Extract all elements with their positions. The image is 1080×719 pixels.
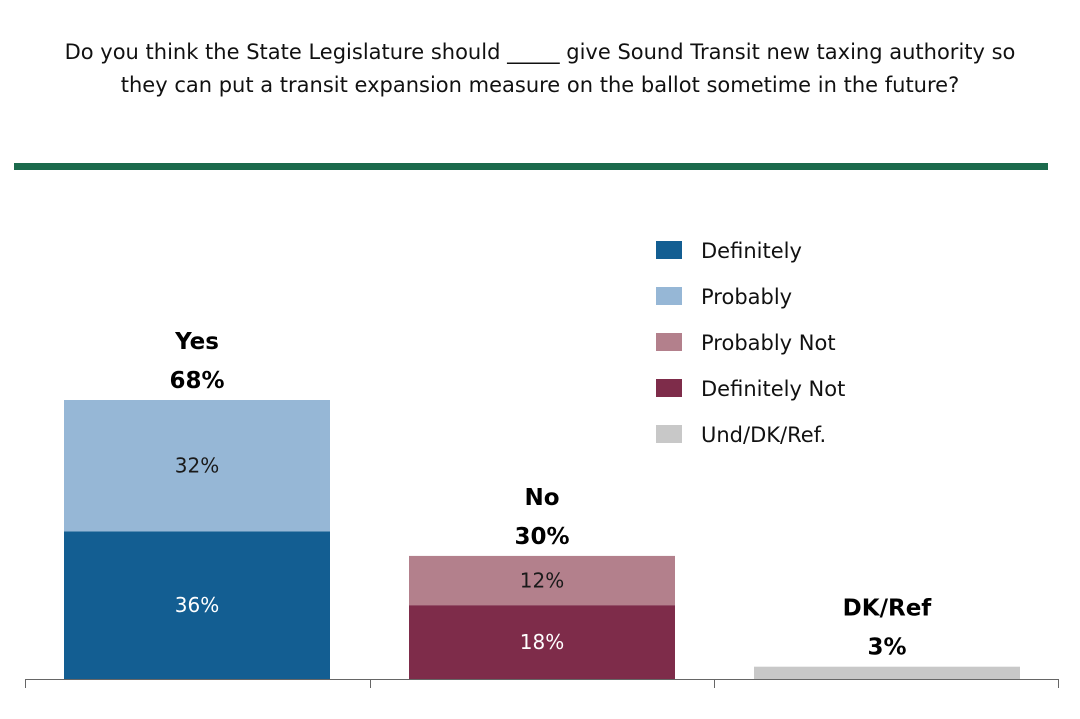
- legend-label-probably-not: Probably Not: [701, 331, 836, 355]
- legend-label-definitely: Definitely: [701, 239, 802, 263]
- bar-yes-definitely: [64, 531, 330, 679]
- data-label-yes-probably: 32%: [175, 454, 219, 478]
- legend: Definitely Probably Probably Not Definitely…: [656, 239, 845, 447]
- bar-yes-probably: [64, 400, 330, 532]
- legend-label-probably: Probably: [701, 285, 792, 309]
- category-label-yes: Yes: [174, 329, 219, 355]
- bar-no-definitely-not: [409, 605, 675, 679]
- total-label-no: 30%: [514, 524, 569, 550]
- chart-title: Do you think the State Legislature shoul…: [20, 36, 1060, 102]
- bar-dk-ref-und-dk-ref: [754, 666, 1020, 679]
- total-label-dk-ref: 3%: [867, 635, 906, 661]
- legend-swatch-probably: [656, 287, 682, 305]
- title-divider: [14, 163, 1048, 170]
- total-label-yes: 68%: [169, 368, 224, 394]
- bars-layer: [64, 400, 1020, 679]
- chart-title-line-1: Do you think the State Legislature shoul…: [64, 40, 1016, 64]
- legend-swatch-definitely-not: [656, 379, 682, 397]
- labels-layer: 36% 32% Yes 68% 18% 12% No 30% DK/Ref 3%: [169, 329, 932, 661]
- legend-label-definitely-not: Definitely Not: [701, 377, 845, 401]
- legend-swatch-definitely: [656, 241, 682, 259]
- data-label-no-definitely-not: 18%: [520, 630, 564, 654]
- legend-label-und-dk-ref: Und/DK/Ref.: [701, 423, 826, 447]
- x-axis: [25, 679, 1059, 688]
- data-label-yes-definitely: 36%: [175, 593, 219, 617]
- data-label-no-probably-not: 12%: [520, 569, 564, 593]
- category-label-dk-ref: DK/Ref: [843, 596, 933, 622]
- legend-swatch-probably-not: [656, 333, 682, 351]
- chart-title-line-2: they can put a transit expansion measure…: [120, 73, 960, 97]
- category-label-no: No: [524, 485, 559, 511]
- legend-swatch-und-dk-ref: [656, 425, 682, 443]
- bar-no-probably-not: [409, 555, 675, 606]
